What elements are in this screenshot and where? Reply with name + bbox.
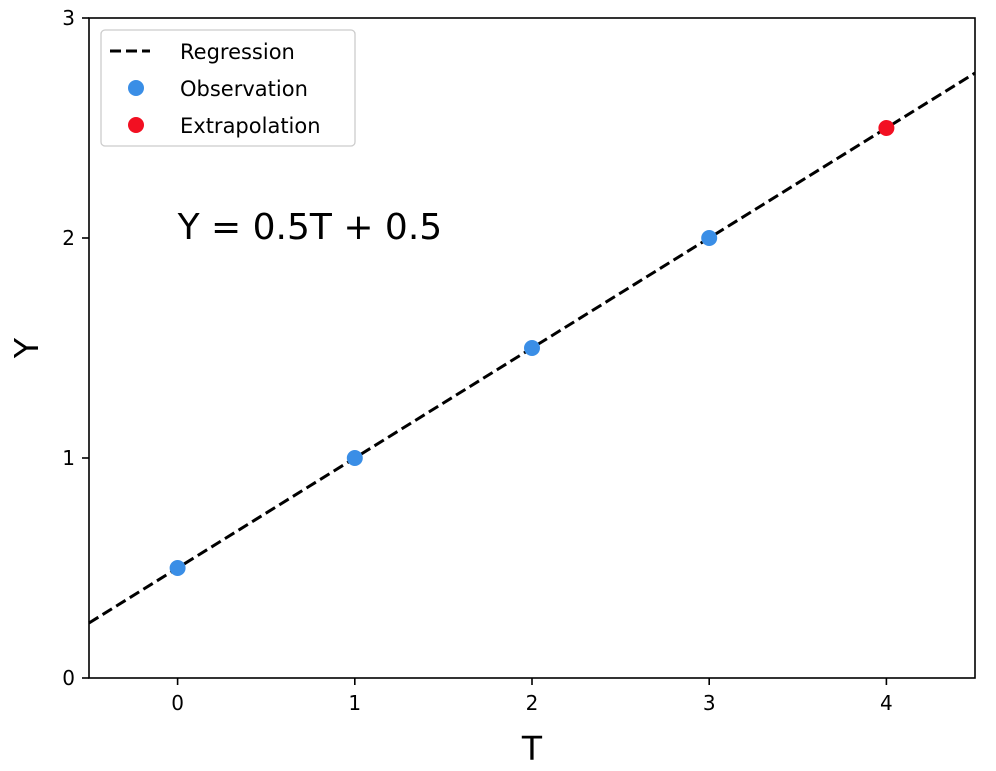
observation-point: [346, 450, 363, 466]
y-axis-title: Y: [7, 337, 46, 359]
legend-label: Regression: [180, 40, 295, 64]
y-tick-label: 3: [62, 6, 75, 30]
legend-marker-swatch: [128, 80, 144, 96]
y-tick-label: 2: [62, 226, 75, 250]
observation-point: [701, 230, 718, 246]
legend-label: Extrapolation: [180, 114, 321, 138]
y-tick-label: 0: [62, 666, 75, 690]
regression-equation: Y = 0.5T + 0.5: [177, 207, 443, 248]
axes: 0 1 2 3 4 0 1 2 3: [62, 6, 893, 715]
x-tick-label: 1: [348, 691, 361, 715]
observation-point: [169, 560, 186, 576]
legend-box: [100, 29, 356, 147]
legend: Regression Observation Extrapolation: [100, 29, 356, 147]
legend-marker-swatch: [128, 117, 144, 133]
legend-label: Observation: [180, 77, 308, 101]
x-tick-label: 3: [703, 691, 716, 715]
x-tick-label: 0: [171, 691, 184, 715]
x-tick-label: 4: [880, 691, 893, 715]
x-axis-title: T: [521, 729, 543, 768]
observation-point: [524, 340, 540, 356]
chart-marks: [88, 71, 976, 625]
extrapolation-point: [878, 120, 895, 136]
y-tick-label: 1: [62, 446, 75, 470]
x-tick-label: 2: [526, 691, 539, 715]
